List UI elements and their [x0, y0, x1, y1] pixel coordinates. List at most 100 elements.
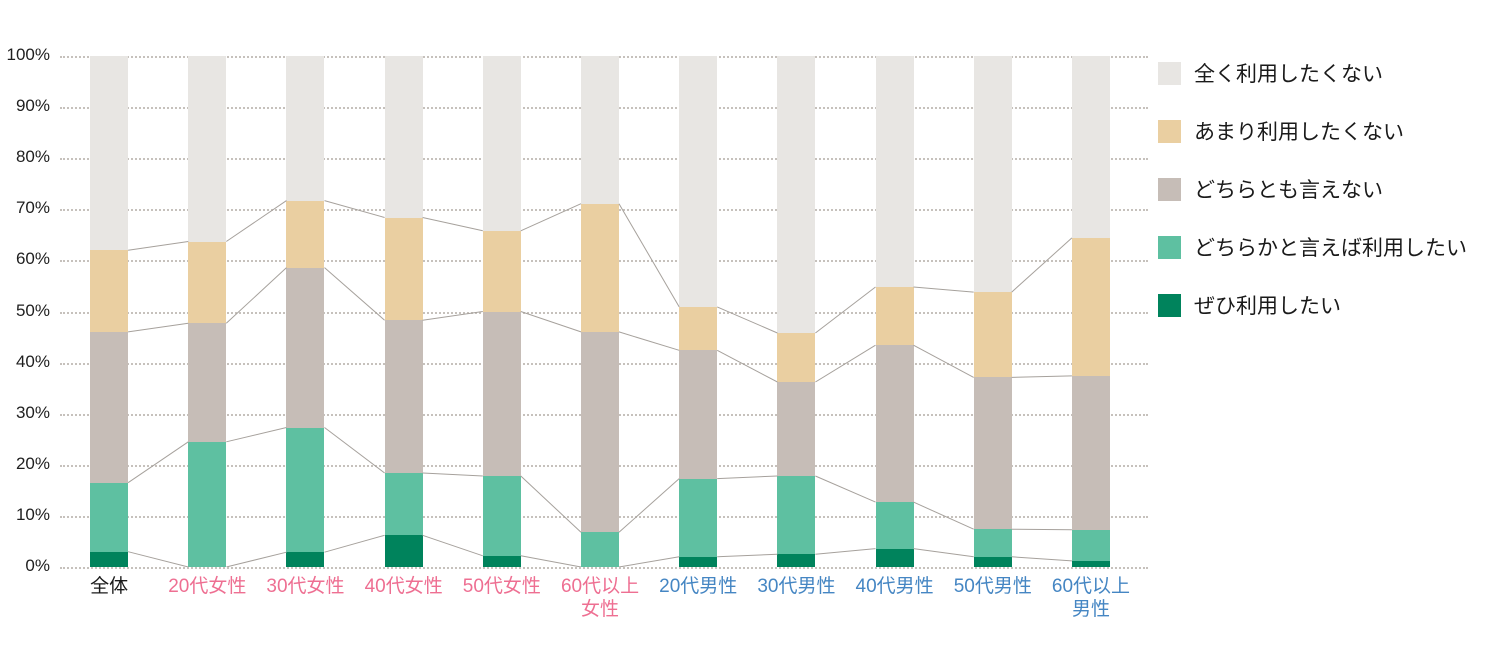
bar-segment: [482, 476, 521, 556]
bar-segment: [973, 556, 1012, 567]
gridline-0%: [60, 567, 1148, 569]
connector-line: [618, 331, 680, 351]
connector-line: [815, 475, 876, 503]
x-tick-label-50代男性: 50代男性: [944, 576, 1042, 622]
bar-segment: [90, 551, 129, 567]
legend-swatch: [1158, 119, 1181, 143]
connector-line: [225, 267, 287, 324]
connector-line: [1011, 556, 1072, 562]
stacked-bar: [1071, 56, 1110, 567]
connector-line: [717, 553, 778, 558]
x-tick-label-60代以上男性: 60代以上 男性: [1042, 576, 1140, 622]
y-tick-label: 60%: [15, 249, 50, 269]
bar-column-40代女性: [355, 56, 453, 567]
bar-column-60代以上男性: [1042, 56, 1140, 567]
legend-item: 全く利用したくない: [1158, 58, 1467, 88]
bar-segment: [1071, 375, 1110, 530]
y-tick-label: 40%: [15, 351, 50, 371]
bar-segment: [1071, 56, 1110, 238]
bar-segment: [679, 306, 718, 351]
bar-column-20代男性: [649, 56, 747, 567]
y-tick-label: 70%: [15, 198, 50, 218]
legend: 全く利用したくないあまり利用したくないどちらとも言えないどちらかと言えば利用した…: [1158, 58, 1467, 320]
legend-item: どちらかと言えば利用したい: [1158, 232, 1467, 262]
connector-line: [618, 556, 680, 567]
x-tick-label-全体: 全体: [60, 576, 158, 622]
x-tick-label-30代男性: 30代男性: [747, 576, 845, 622]
bar-segment: [777, 333, 816, 383]
bar-column-30代女性: [256, 56, 354, 567]
x-tick-label-20代男性: 20代男性: [649, 576, 747, 622]
connector-line: [618, 478, 680, 533]
stacked-bar: [286, 56, 325, 567]
x-tick-label-line: 60代以上: [1051, 576, 1131, 597]
stacked-bar: [482, 56, 521, 567]
x-tick-label-line: 30代女性: [266, 576, 345, 597]
stacked-bar: [973, 56, 1012, 567]
bar-segment: [581, 331, 620, 533]
bar-segment: [384, 217, 423, 321]
connector-line: [226, 427, 287, 443]
bar-segment: [973, 377, 1012, 530]
bar-segment: [973, 529, 1012, 557]
connector-line: [128, 241, 189, 251]
connector-line: [520, 555, 582, 567]
legend-item: どちらとも言えない: [1158, 174, 1467, 204]
connector-line: [127, 441, 189, 484]
stacked-bar: [384, 56, 423, 567]
legend-label: あまり利用したくない: [1194, 121, 1404, 144]
stacked-bar: [875, 56, 914, 567]
x-tick-label-line: 女性: [581, 598, 620, 620]
bar-segment: [875, 56, 914, 287]
bar-segment: [188, 56, 227, 242]
bar-segment: [90, 331, 129, 483]
bar-column-50代女性: [453, 56, 551, 567]
x-tick-label-line: 30代男性: [757, 576, 836, 597]
connector-line: [815, 286, 876, 334]
stacked-bar: [581, 56, 620, 567]
x-tick-label-60代以上女性: 60代以上 女性: [551, 576, 649, 622]
bar-column-50代男性: [944, 56, 1042, 567]
bar-segment: [679, 556, 718, 567]
x-tick-label-line: 40代男性: [855, 576, 934, 597]
connector-lines: [127, 200, 1073, 567]
bar-segment: [679, 56, 718, 307]
connector-line: [324, 427, 385, 474]
connector-line: [913, 344, 974, 378]
bar-segment: [188, 241, 227, 324]
bar-segment: [482, 56, 521, 231]
bar-segment: [777, 56, 816, 333]
connector-line: [127, 551, 189, 567]
bar-segment: [384, 56, 423, 218]
bar-column-全体: [60, 56, 158, 567]
stacked-bar: [90, 56, 129, 567]
x-tick-label-line: 50代女性: [462, 576, 541, 597]
legend-swatch: [1158, 177, 1181, 201]
y-tick-label: 90%: [15, 96, 50, 116]
connector-line: [716, 349, 778, 383]
y-tick-label: 100%: [6, 45, 50, 65]
connector-line: [913, 286, 974, 293]
bar-segment: [1071, 529, 1110, 561]
x-tick-label-line: 60代以上: [560, 576, 640, 597]
y-tick-label: 20%: [15, 453, 50, 473]
x-tick-label-line: 40代女性: [364, 576, 443, 597]
connector-line: [913, 501, 974, 530]
connector-line: [226, 551, 287, 567]
bar-segment: [286, 267, 325, 428]
legend-swatch: [1158, 61, 1181, 85]
connector-line: [324, 267, 385, 321]
legend-item: あまり利用したくない: [1158, 116, 1467, 146]
bar-segment: [482, 555, 521, 567]
bar-segment: [1071, 560, 1110, 567]
connector-line: [324, 534, 385, 553]
connector-line: [618, 203, 680, 308]
connector-line: [520, 311, 582, 333]
connector-line: [1011, 528, 1072, 531]
bar-segment: [188, 323, 227, 442]
bar-segment: [286, 200, 325, 268]
connector-line: [815, 344, 876, 383]
bar-segment: [188, 441, 227, 567]
legend-label: どちらかと言えば利用したい: [1194, 237, 1467, 260]
